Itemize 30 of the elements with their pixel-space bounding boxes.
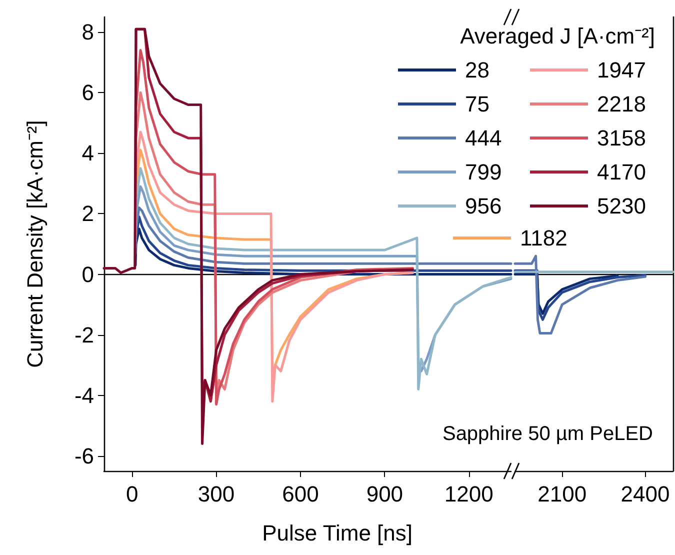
legend-label: 1182 — [520, 226, 568, 250]
x-axis-title: Pulse Time [ns] — [262, 520, 412, 546]
y-tick-label: 8 — [82, 20, 94, 45]
y-axis-title: Current Density [kA·cm⁻²] — [22, 120, 48, 368]
legend-label: 4170 — [597, 160, 646, 184]
annotation: Sapphire 50 µm PeLED — [442, 423, 654, 445]
legend-label: 3158 — [597, 126, 646, 150]
legend-label: 75 — [465, 92, 490, 116]
x-tick-label: 300 — [198, 482, 235, 506]
legend-label: 1947 — [597, 58, 646, 82]
legend-label: 28 — [465, 58, 490, 82]
y-tick-label: 6 — [82, 80, 94, 106]
x-tick-label: 2100 — [538, 482, 587, 506]
legend-label: 799 — [465, 160, 502, 184]
legend-label: 956 — [465, 194, 502, 218]
legend-label: 444 — [465, 126, 502, 150]
y-tick-label: -2 — [74, 322, 94, 348]
y-tick-label: 0 — [82, 262, 94, 287]
x-tick-label: 600 — [282, 482, 319, 506]
legend-label: 5230 — [597, 194, 646, 218]
y-tick-label: 4 — [82, 140, 94, 166]
y-tick-label: -6 — [74, 443, 94, 468]
y-tick-label: -4 — [74, 382, 94, 408]
y-tick-label: 2 — [82, 201, 94, 226]
x-tick-label: 1200 — [444, 482, 494, 506]
legend-label: 2218 — [597, 92, 646, 116]
legend-title: Averaged J [A·cm⁻²] — [460, 24, 656, 48]
x-tick-label: 2400 — [620, 482, 670, 506]
x-tick-label: 0 — [126, 482, 138, 506]
x-tick-label: 900 — [366, 482, 404, 506]
